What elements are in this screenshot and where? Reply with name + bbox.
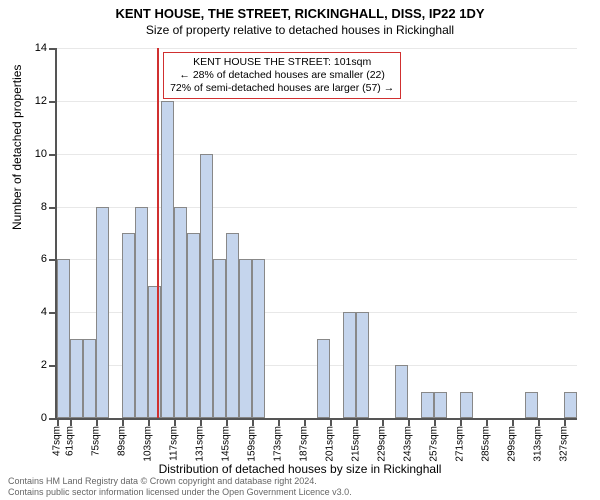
x-tick-label: 271sqm [455,426,466,462]
x-tick-label: 327sqm [559,426,570,462]
histogram-bar [343,312,356,418]
grid-line [57,154,577,155]
x-tick-label: 89sqm [117,426,128,456]
histogram-bar [395,365,408,418]
grid-line [57,101,577,102]
y-tick-label: 4 [41,306,47,318]
y-tick [49,154,55,156]
x-tick-label: 159sqm [247,426,258,462]
x-tick-label: 103sqm [143,426,154,462]
y-tick-label: 6 [41,253,47,265]
histogram-bar [70,339,83,418]
x-tick-label: 201sqm [325,426,336,462]
footer-attribution: Contains HM Land Registry data © Crown c… [8,476,352,498]
grid-line [57,48,577,49]
annotation-line: KENT HOUSE THE STREET: 101sqm [170,56,394,69]
y-tick [49,312,55,314]
plot-area: 0246810121447sqm61sqm75sqm89sqm103sqm117… [55,48,577,420]
x-tick-label: 299sqm [507,426,518,462]
chart-subtitle: Size of property relative to detached ho… [0,21,600,37]
x-tick-label: 215sqm [351,426,362,462]
y-axis-title: Number of detached properties [10,65,24,230]
histogram-bar [161,101,174,418]
histogram-bar [200,154,213,418]
histogram-bar [83,339,96,418]
y-tick-label: 0 [41,412,47,424]
x-tick-label: 131sqm [195,426,206,462]
chart-title: KENT HOUSE, THE STREET, RICKINGHALL, DIS… [0,0,600,21]
annotation-line: ← 28% of detached houses are smaller (22… [170,69,394,82]
y-tick [49,48,55,50]
footer-line: Contains HM Land Registry data © Crown c… [8,476,352,487]
x-tick-label: 229sqm [377,426,388,462]
y-tick-label: 2 [41,359,47,371]
histogram-bar [317,339,330,418]
histogram-bar [187,233,200,418]
x-tick-label: 145sqm [221,426,232,462]
histogram-bar [356,312,369,418]
x-tick-label: 75sqm [91,426,102,456]
x-tick-label: 257sqm [429,426,440,462]
y-tick-label: 14 [35,42,47,54]
histogram-bar [122,233,135,418]
annotation-line: 72% of semi-detached houses are larger (… [170,82,394,95]
y-tick-label: 12 [35,95,47,107]
x-tick-label: 117sqm [169,426,180,461]
y-tick [49,259,55,261]
x-tick-label: 47sqm [52,426,63,456]
marker-line [157,48,159,418]
histogram-bar [239,259,252,418]
histogram-bar [174,207,187,418]
y-tick [49,418,55,420]
histogram-bar [213,259,226,418]
histogram-bar [460,392,473,418]
histogram-bar [434,392,447,418]
chart-container: KENT HOUSE, THE STREET, RICKINGHALL, DIS… [0,0,600,500]
y-tick-label: 8 [41,201,47,213]
x-tick-label: 313sqm [533,426,544,462]
x-tick-label: 285sqm [481,426,492,462]
y-tick [49,365,55,367]
x-tick-label: 173sqm [273,426,284,462]
y-tick-label: 10 [35,148,47,160]
histogram-bar [135,207,148,418]
histogram-bar [252,259,265,418]
x-tick-label: 187sqm [299,426,310,462]
histogram-bar [421,392,434,418]
histogram-bar [96,207,109,418]
histogram-bar [57,259,70,418]
footer-line: Contains public sector information licen… [8,487,352,498]
histogram-bar [226,233,239,418]
x-tick-label: 243sqm [403,426,414,462]
x-axis-title: Distribution of detached houses by size … [0,462,600,476]
histogram-bar [564,392,577,418]
histogram-bar [525,392,538,418]
y-tick [49,101,55,103]
annotation-box: KENT HOUSE THE STREET: 101sqm← 28% of de… [163,52,401,99]
y-tick [49,207,55,209]
x-tick-label: 61sqm [65,426,76,456]
